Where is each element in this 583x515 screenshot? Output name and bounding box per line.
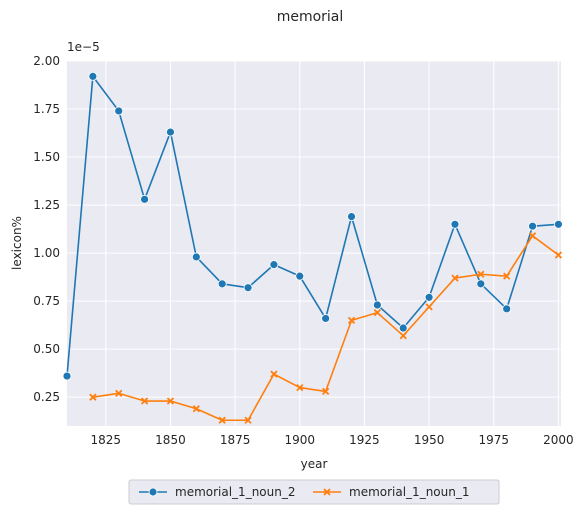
data-point — [398, 323, 408, 333]
data-point — [244, 416, 252, 424]
data-point — [322, 387, 330, 396]
x-tick-label: 1950 — [414, 433, 445, 447]
y-tick-label: 0.75 — [33, 294, 60, 308]
y-tick-label: 1.75 — [33, 102, 60, 116]
data-point — [296, 383, 304, 392]
data-point — [476, 279, 486, 289]
data-point — [89, 393, 97, 401]
data-point — [140, 194, 149, 204]
data-point — [554, 251, 563, 259]
x-tick-label: 1875 — [220, 433, 251, 447]
x-tick-label: 1825 — [91, 433, 122, 447]
y-tick-label: 1.00 — [33, 246, 60, 260]
legend-label: memorial_1_noun_1 — [349, 485, 470, 499]
data-point — [166, 397, 175, 405]
grid-lines — [67, 60, 561, 426]
data-point — [217, 279, 227, 289]
chart-title: memorial — [277, 9, 344, 25]
data-point — [218, 416, 226, 424]
data-point — [62, 371, 72, 381]
data-point — [114, 106, 124, 116]
data-point — [347, 212, 356, 222]
legend-item: memorial_1_noun_2 — [139, 485, 296, 499]
x-tick-label: 2000 — [543, 433, 574, 447]
y-tick-label: 1.50 — [33, 150, 60, 164]
x-axis: 1825 1850 1875 1900 1925 1950 1975 2000 — [91, 433, 574, 447]
x-tick-label: 1900 — [285, 433, 316, 447]
y-axis-offset-text: 1e−5 — [67, 40, 100, 54]
data-point — [115, 389, 123, 397]
data-point — [399, 332, 407, 340]
data-point — [372, 300, 382, 310]
data-point — [503, 272, 511, 280]
x-tick-label: 1850 — [155, 433, 186, 447]
data-point — [88, 71, 98, 81]
data-point — [269, 260, 279, 270]
y-tick-label: 0.50 — [33, 342, 60, 356]
series-line — [66, 75, 559, 377]
series-memorial_1_noun_1 — [89, 232, 563, 424]
data-point — [451, 274, 459, 282]
data-point — [554, 219, 563, 229]
data-point — [191, 252, 201, 262]
data-point — [140, 397, 149, 405]
data-point — [295, 271, 305, 281]
data-point — [166, 127, 175, 137]
data-point — [424, 292, 434, 302]
x-tick-label: 1975 — [478, 433, 509, 447]
data-point — [192, 405, 200, 413]
data-point — [373, 309, 382, 317]
y-axis: 0.25 0.50 0.75 1.00 1.25 1.50 1.75 2.00 — [33, 54, 60, 404]
y-axis-label: lexicon% — [10, 216, 24, 270]
data-point — [450, 219, 460, 229]
x-tick-label: 1925 — [349, 433, 380, 447]
y-tick-label: 2.00 — [33, 54, 60, 68]
y-tick-label: 1.25 — [33, 198, 60, 212]
data-point — [270, 370, 278, 378]
data-point — [347, 316, 356, 324]
data-point — [425, 303, 433, 311]
series-memorial_1_noun_2 — [62, 71, 563, 381]
data-point — [477, 270, 485, 278]
legend: memorial_1_noun_2 memorial_1_noun_1 — [128, 479, 500, 505]
legend-marker — [148, 487, 158, 497]
legend-label: memorial_1_noun_2 — [175, 485, 296, 499]
data-point — [502, 304, 512, 314]
legend-item: memorial_1_noun_1 — [313, 485, 470, 499]
series-layer — [62, 71, 563, 424]
data-point — [528, 221, 537, 231]
legend-marker — [323, 488, 331, 496]
x-axis-label: year — [301, 457, 328, 471]
plot-area — [67, 61, 561, 426]
y-tick-label: 0.25 — [33, 390, 60, 404]
data-point — [528, 232, 537, 240]
data-point — [243, 283, 253, 293]
data-point — [321, 314, 331, 323]
